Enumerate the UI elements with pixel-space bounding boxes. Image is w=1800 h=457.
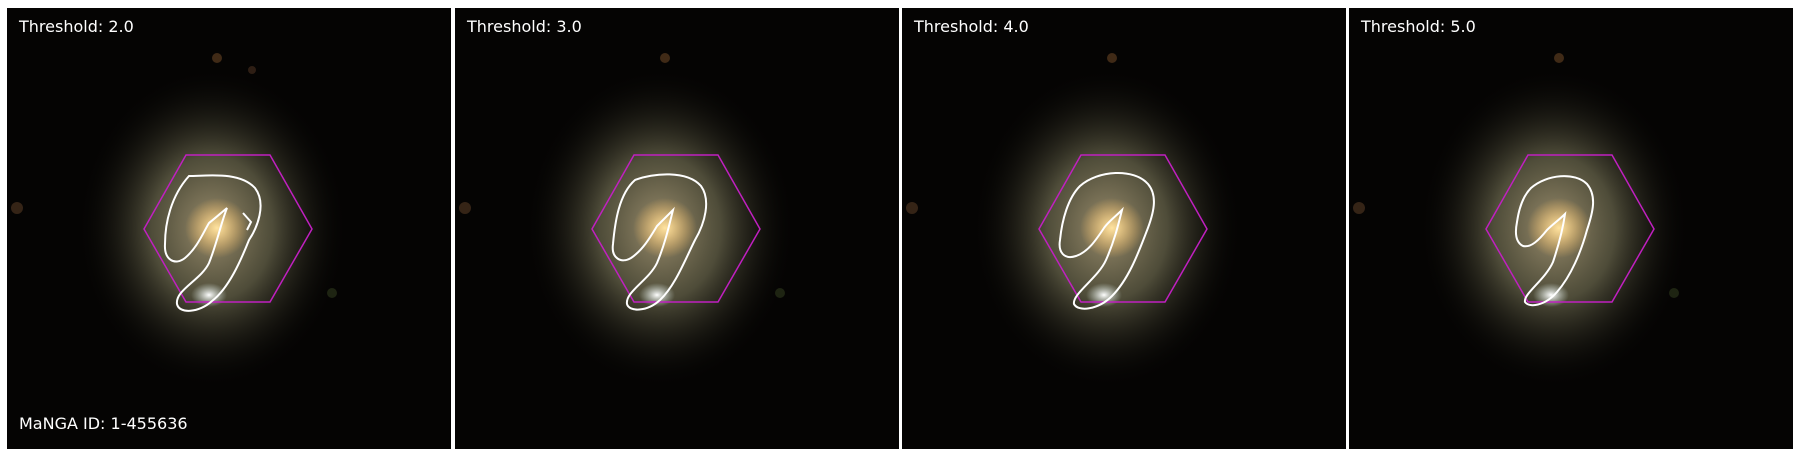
galaxy-image bbox=[906, 53, 1242, 388]
contour-line bbox=[1514, 175, 1594, 307]
galaxy-image bbox=[459, 53, 795, 388]
image-panel-threshold-4: Threshold: 4.0 bbox=[902, 8, 1346, 449]
image-panel-threshold-5: Threshold: 5.0 bbox=[1349, 8, 1793, 449]
image-panel-threshold-2: Threshold: 2.0 MaNGA ID: 1-455636 bbox=[7, 8, 451, 449]
ifu-hexagon bbox=[1485, 154, 1655, 303]
threshold-label: Threshold: 2.0 bbox=[19, 17, 134, 36]
contour-line bbox=[611, 173, 708, 311]
galaxy-core bbox=[633, 198, 697, 258]
galaxy-image bbox=[1353, 53, 1689, 388]
manga-id-label: MaNGA ID: 1-455636 bbox=[19, 414, 188, 433]
ifu-hexagon bbox=[591, 154, 761, 303]
threshold-label: Threshold: 3.0 bbox=[467, 17, 582, 36]
image-panel-threshold-3: Threshold: 3.0 bbox=[455, 8, 899, 449]
galaxy-core bbox=[1080, 198, 1144, 258]
bright-knot bbox=[191, 283, 227, 307]
bright-knot bbox=[639, 283, 675, 307]
threshold-label: Threshold: 4.0 bbox=[914, 17, 1029, 36]
contour-line bbox=[1058, 172, 1155, 310]
galaxy-core bbox=[1527, 198, 1591, 258]
bright-knot bbox=[1086, 283, 1122, 307]
galaxy-image bbox=[11, 53, 347, 388]
contour-line bbox=[163, 174, 262, 312]
galaxy-core bbox=[185, 198, 249, 258]
ifu-hexagon bbox=[1038, 154, 1208, 303]
threshold-label: Threshold: 5.0 bbox=[1361, 17, 1476, 36]
ifu-hexagon bbox=[143, 154, 313, 303]
